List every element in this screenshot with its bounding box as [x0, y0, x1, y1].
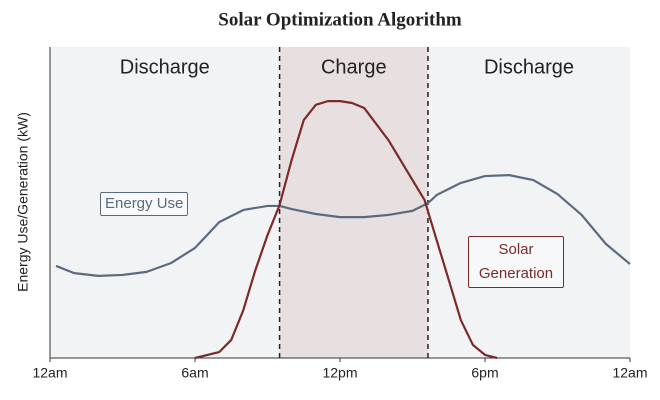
region-label: Discharge: [120, 56, 210, 78]
chart-title: Solar Optimization Algorithm: [218, 9, 462, 30]
x-tick-label: 12am: [612, 365, 647, 381]
x-tick-label: 6pm: [471, 365, 498, 381]
region-band: [279, 47, 428, 358]
series-line: [55, 174, 631, 277]
x-tick-label: 6am: [181, 365, 208, 381]
series-line: [194, 100, 498, 360]
series-label: Energy Use: [100, 192, 189, 216]
region-label: Charge: [321, 56, 387, 78]
region-label: Discharge: [484, 56, 574, 78]
x-tick-label: 12pm: [322, 365, 357, 381]
y-axis-label: Energy Use/Generation (kW): [15, 112, 31, 292]
region-band: [427, 47, 630, 358]
series-label: Solar Generation: [468, 236, 564, 288]
region-band: [50, 47, 280, 358]
x-tick-label: 12am: [32, 365, 67, 381]
